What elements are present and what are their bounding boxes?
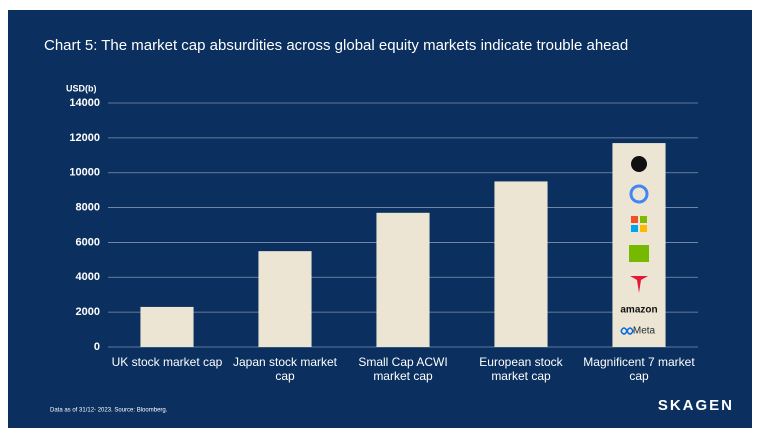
x-tick-label: Small Cap ACWI market cap xyxy=(358,355,448,383)
y-tick-label: 8000 xyxy=(76,201,100,213)
meta-logo: Meta xyxy=(633,326,656,337)
brand-logo: SKAGEN xyxy=(658,397,734,414)
bar xyxy=(258,251,312,347)
microsoft-logo xyxy=(640,216,647,223)
footnote: Data as of 31/12- 2023. Source: Bloomber… xyxy=(50,408,168,414)
y-axis-label: USD(b) xyxy=(66,83,97,93)
x-tick-label: Magnificent 7 market cap xyxy=(583,355,695,383)
bar xyxy=(494,181,548,347)
bar xyxy=(376,212,430,347)
google-logo xyxy=(629,184,649,204)
y-tick-label: 4000 xyxy=(76,271,100,283)
tesla-logo xyxy=(630,276,648,293)
meta-symbol xyxy=(620,327,634,335)
amazon-logo: amazon xyxy=(620,305,657,316)
x-tick-label: UK stock market cap xyxy=(111,355,223,369)
y-tick-label: 6000 xyxy=(76,236,100,248)
company-logos: amazon Meta xyxy=(620,156,658,337)
y-tick-label: 2000 xyxy=(76,306,100,318)
y-tick-label: 10000 xyxy=(69,167,100,179)
x-tick-label: Japan stock market cap xyxy=(232,355,338,383)
y-tick-label: 12000 xyxy=(69,132,100,144)
y-tick-label: 0 xyxy=(94,341,100,353)
nvidia-logo xyxy=(629,245,649,262)
x-tick-label: European stock market cap xyxy=(479,355,563,383)
y-tick-label: 14000 xyxy=(69,97,100,109)
microsoft-logo xyxy=(640,225,647,232)
apple-logo xyxy=(631,156,647,172)
bar xyxy=(140,306,194,347)
microsoft-logo xyxy=(631,225,638,232)
microsoft-logo xyxy=(631,216,638,223)
chart-title: Chart 5: The market cap absurdities acro… xyxy=(44,37,628,54)
